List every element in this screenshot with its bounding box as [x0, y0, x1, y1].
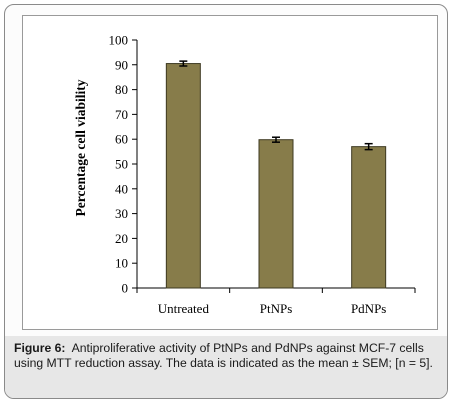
bar-chart: Percentage cell viability 0 10 20 30 40 50 60 7…: [73, 33, 416, 316]
x-category-label: PdNPs: [351, 301, 386, 316]
caption-band: Figure 6: Antiproliferative activity of …: [5, 336, 447, 398]
x-category-label: Untreated: [158, 301, 210, 316]
bar-pdnps: [351, 146, 387, 289]
y-tick-label: 20: [115, 231, 128, 246]
y-tick-label: 50: [115, 157, 128, 172]
bar-untreated: [165, 63, 201, 289]
chart-marks: 0 10 20 30 40 50 60 70 80 90 100 Untreated PtNPs PdNP…: [109, 33, 416, 316]
y-tick-label: 60: [115, 132, 128, 147]
bar-ptnps: [258, 139, 294, 289]
y-tick-label: 10: [115, 256, 128, 271]
y-tick-label: 80: [115, 82, 128, 97]
caption-label: Figure 6:: [14, 341, 66, 355]
y-axis-label: Percentage cell viability: [73, 79, 88, 216]
chart-area: Percentage cell viability 0 10 20 30 40 50 60 7…: [22, 15, 438, 330]
x-category-label: PtNPs: [260, 301, 293, 316]
caption-text: Antiproliferative activity of PtNPs and …: [14, 341, 433, 370]
y-tick-label: 90: [115, 57, 128, 72]
y-tick-label: 40: [115, 181, 128, 196]
y-tick-label: 0: [122, 281, 129, 296]
figure-caption: Figure 6: Antiproliferative activity of …: [14, 341, 439, 371]
y-tick-label: 70: [115, 107, 128, 122]
figure-card: Percentage cell viability 0 10 20 30 40 50 60 7…: [4, 4, 448, 399]
y-tick-label: 100: [109, 33, 129, 48]
y-tick-label: 30: [115, 206, 128, 221]
